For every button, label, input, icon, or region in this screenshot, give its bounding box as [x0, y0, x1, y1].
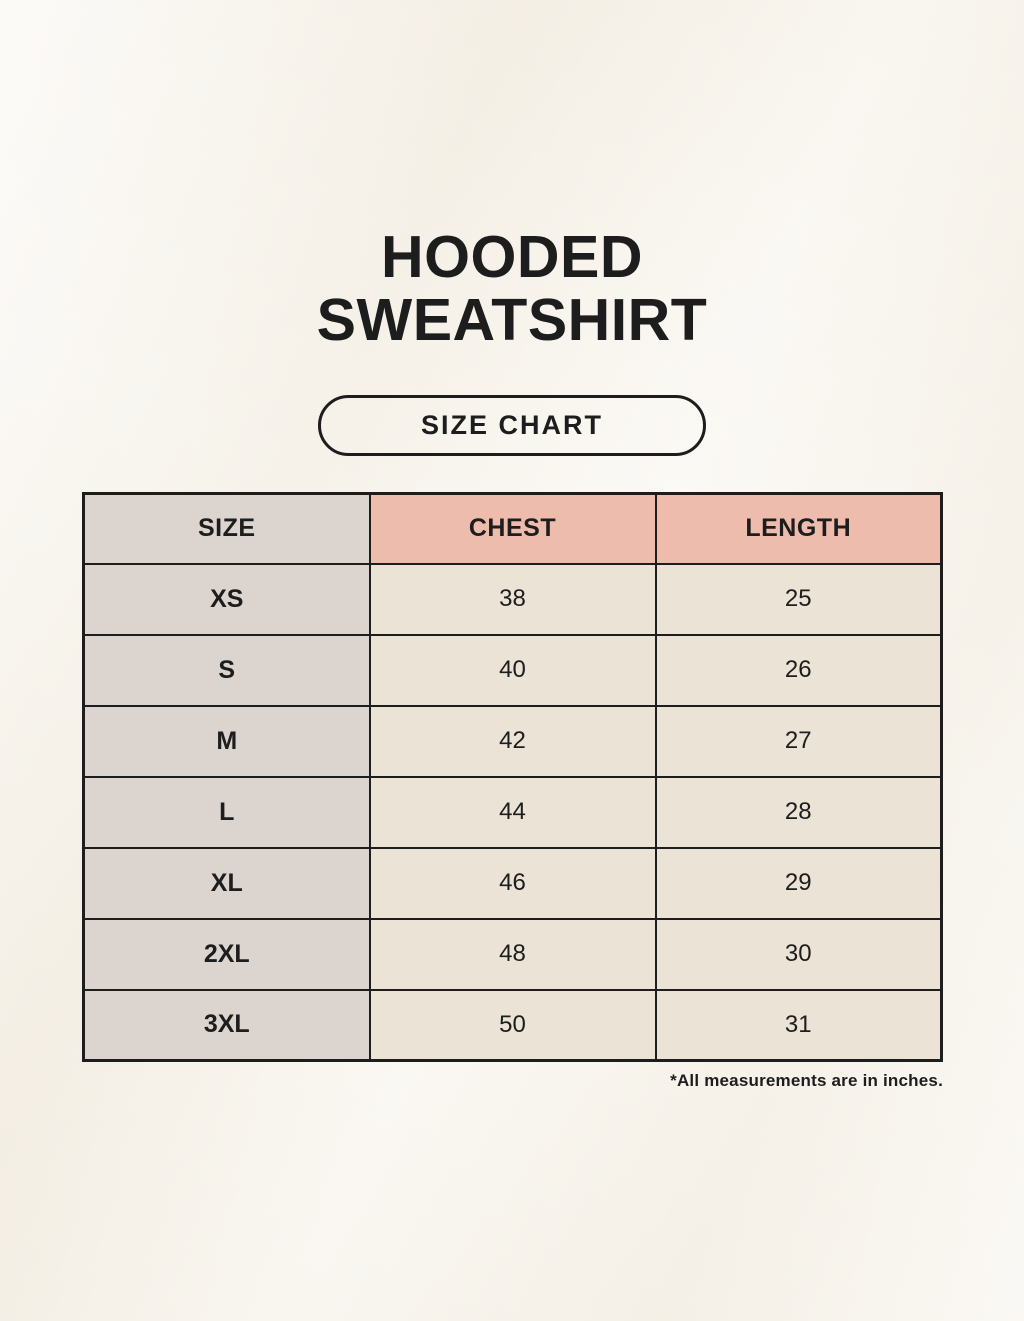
length-cell: 31: [654, 988, 943, 1062]
size-cell: L: [82, 775, 371, 849]
measurements-note: *All measurements are in inches.: [670, 1071, 943, 1090]
size-chart-table: SIZE CHEST LENGTH XS 38 25 S 40 26 M 42 …: [82, 492, 943, 1062]
table-body: XS 38 25 S 40 26 M 42 27 L 44 28 XL 46 2…: [82, 562, 943, 1062]
size-chart-button[interactable]: SIZE CHART: [318, 395, 706, 456]
length-cell: 27: [654, 704, 943, 778]
size-cell: 3XL: [82, 988, 371, 1062]
table-row: XS 38 25: [82, 562, 943, 636]
size-cell: XL: [82, 846, 371, 920]
size-cell: M: [82, 704, 371, 778]
table-row: 3XL 50 31: [82, 988, 943, 1062]
length-cell: 28: [654, 775, 943, 849]
table-row: 2XL 48 30: [82, 917, 943, 991]
size-cell: XS: [82, 562, 371, 636]
column-header-chest: CHEST: [368, 492, 657, 565]
chest-cell: 44: [368, 775, 657, 849]
page-title-line1: HOODED: [381, 224, 643, 290]
table-header: SIZE CHEST LENGTH: [82, 492, 943, 565]
size-cell: 2XL: [82, 917, 371, 991]
table-row: XL 46 29: [82, 846, 943, 920]
header-row: SIZE CHEST LENGTH: [82, 492, 943, 565]
chest-cell: 48: [368, 917, 657, 991]
size-cell: S: [82, 633, 371, 707]
chest-cell: 42: [368, 704, 657, 778]
column-header-size: SIZE: [82, 492, 371, 565]
chest-cell: 40: [368, 633, 657, 707]
table-row: L 44 28: [82, 775, 943, 849]
chest-cell: 38: [368, 562, 657, 636]
page-title-line2: SWEATSHIRT: [316, 287, 708, 353]
table-row: S 40 26: [82, 633, 943, 707]
chest-cell: 46: [368, 846, 657, 920]
page-title: HOODED SWEATSHIRT: [0, 226, 1024, 352]
length-cell: 25: [654, 562, 943, 636]
table-row: M 42 27: [82, 704, 943, 778]
length-cell: 29: [654, 846, 943, 920]
column-header-length: LENGTH: [654, 492, 943, 565]
length-cell: 30: [654, 917, 943, 991]
length-cell: 26: [654, 633, 943, 707]
chest-cell: 50: [368, 988, 657, 1062]
